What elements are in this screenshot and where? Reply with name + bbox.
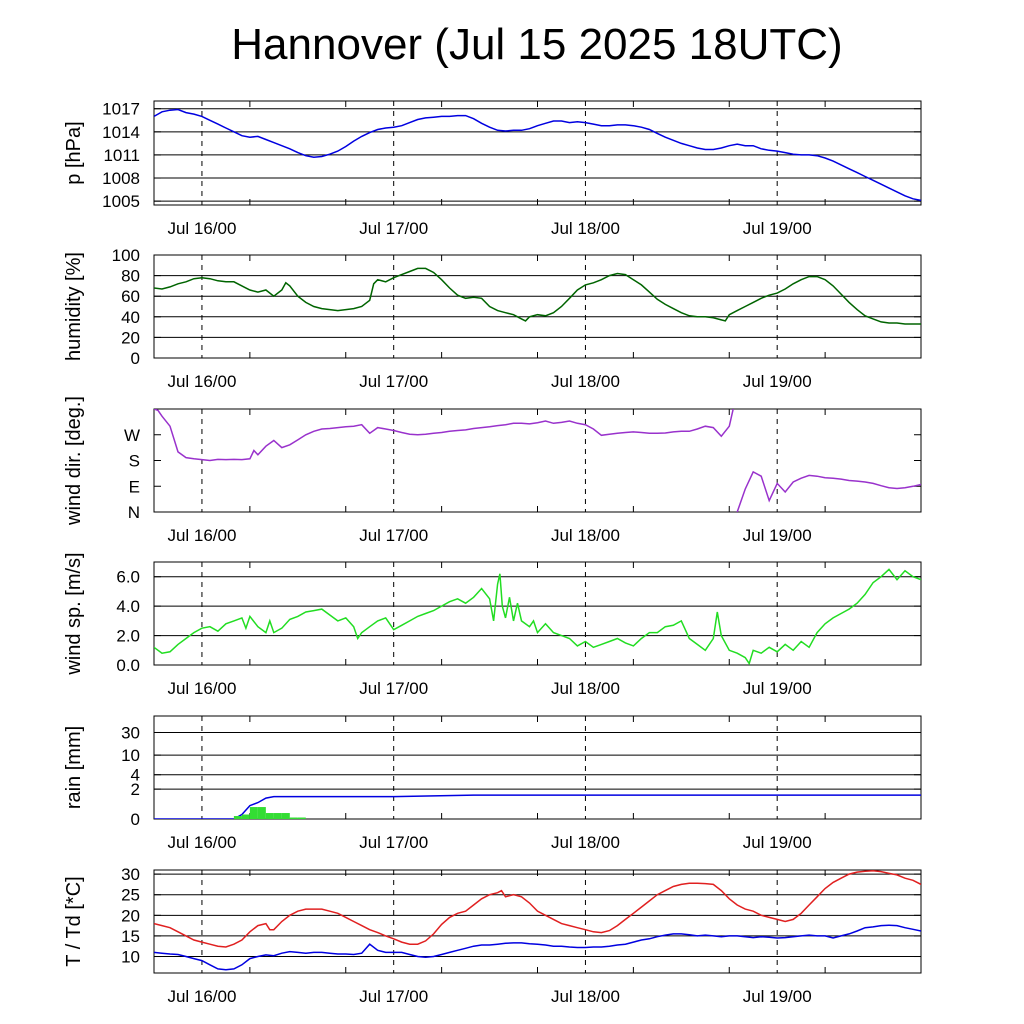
series-line-2 xyxy=(154,924,921,971)
y-tick-label: 15 xyxy=(121,927,140,946)
y-tick-label: 2 xyxy=(131,780,140,799)
y-axis-label: wind sp. [m/s] xyxy=(63,552,85,675)
chart-title: Hannover (Jul 15 2025 18UTC) xyxy=(231,20,843,69)
x-tick-label: Jul 19/00 xyxy=(743,987,812,1006)
x-tick-label: Jul 16/00 xyxy=(167,219,236,238)
x-tick-label: Jul 16/00 xyxy=(167,679,236,698)
y-tick-label: 20 xyxy=(121,328,140,347)
x-tick-label: Jul 19/00 xyxy=(743,372,812,391)
y-tick-label: 0 xyxy=(131,810,140,829)
y-tick-label: 10 xyxy=(121,746,140,765)
rain-bar xyxy=(265,813,274,819)
x-tick-label: Jul 18/00 xyxy=(551,679,620,698)
y-axis-label: p [hPa] xyxy=(63,121,85,184)
y-axis-label: wind dir. [deg.] xyxy=(63,396,85,526)
x-tick-label: Jul 19/00 xyxy=(743,833,812,852)
y-tick-label: 1008 xyxy=(102,169,140,188)
y-tick-label: E xyxy=(129,477,140,496)
y-tick-label: 0 xyxy=(131,349,140,368)
y-tick-label: 30 xyxy=(121,723,140,742)
y-tick-label: 1005 xyxy=(102,192,140,211)
series-line-1 xyxy=(154,409,734,462)
y-axis-label: humidity [%] xyxy=(63,252,85,361)
y-tick-label: 4 xyxy=(131,766,140,785)
y-tick-label: N xyxy=(128,503,140,522)
y-tick-label: 4.0 xyxy=(116,597,140,616)
y-axis-label: T / Td [*C] xyxy=(63,876,85,966)
x-tick-label: Jul 16/00 xyxy=(167,526,236,545)
y-tick-label: 80 xyxy=(121,267,140,286)
x-tick-label: Jul 18/00 xyxy=(551,833,620,852)
x-tick-label: Jul 18/00 xyxy=(551,987,620,1006)
x-tick-label: Jul 18/00 xyxy=(551,526,620,545)
series-line-1 xyxy=(736,470,921,512)
x-tick-label: Jul 17/00 xyxy=(359,679,428,698)
x-tick-label: Jul 17/00 xyxy=(359,833,428,852)
y-tick-label: 1017 xyxy=(102,100,140,119)
panel-4: 0.0 2.0 4.0 6.0 Jul 16/00 Jul 17/00 Jul 18/00 J… xyxy=(63,552,922,698)
rain-bar xyxy=(297,817,306,819)
x-tick-label: Jul 17/00 xyxy=(359,219,428,238)
x-tick-label: Jul 17/00 xyxy=(359,987,428,1006)
rain-bar xyxy=(273,813,282,819)
y-tick-label: 6.0 xyxy=(116,568,140,587)
rain-bar xyxy=(281,813,290,819)
y-tick-label: 2.0 xyxy=(116,627,140,646)
panel-frame xyxy=(153,869,922,974)
rain-bar xyxy=(233,816,242,819)
y-tick-label: 100 xyxy=(112,246,140,265)
x-tick-label: Jul 18/00 xyxy=(551,219,620,238)
y-tick-label: 60 xyxy=(121,287,140,306)
x-tick-label: Jul 17/00 xyxy=(359,372,428,391)
rain-bar xyxy=(249,807,258,819)
x-tick-label: Jul 18/00 xyxy=(551,372,620,391)
panel-frame xyxy=(153,100,922,206)
y-tick-label: 20 xyxy=(121,906,140,925)
x-tick-label: Jul 17/00 xyxy=(359,526,428,545)
y-tick-label: 1011 xyxy=(103,146,140,165)
x-tick-label: Jul 16/00 xyxy=(167,987,236,1006)
x-tick-label: Jul 16/00 xyxy=(167,372,236,391)
panel-frame xyxy=(153,408,922,513)
panel-frame xyxy=(153,715,922,820)
y-tick-label: W xyxy=(124,426,140,445)
series-line-1 xyxy=(154,568,921,665)
panel-frame xyxy=(153,254,922,359)
rain-bar xyxy=(257,807,266,819)
x-tick-label: Jul 19/00 xyxy=(743,679,812,698)
rain-bar xyxy=(289,817,298,819)
y-tick-label: 25 xyxy=(121,886,140,905)
rain-bar xyxy=(241,814,250,819)
y-tick-label: 30 xyxy=(121,865,140,884)
x-tick-label: Jul 16/00 xyxy=(167,833,236,852)
series-line-1 xyxy=(154,870,921,948)
x-tick-label: Jul 19/00 xyxy=(743,219,812,238)
panel-1: 1005 1008 1011 1014 1017 Jul 16/00 Jul 17/00 Ju… xyxy=(63,100,922,238)
y-tick-label: 0.0 xyxy=(116,656,140,675)
y-axis-label: rain [mm] xyxy=(63,726,85,809)
panel-6: 10 15 2025 30 Jul 16/00 Jul 17/00 Jul 18/00 Jul… xyxy=(63,865,922,1006)
panel-frame xyxy=(153,561,922,666)
y-tick-label: 10 xyxy=(121,948,140,967)
series-line-1 xyxy=(154,108,921,202)
x-tick-label: Jul 19/00 xyxy=(743,526,812,545)
y-tick-label: 40 xyxy=(121,308,140,327)
y-tick-label: S xyxy=(129,452,140,471)
y-tick-label: 1014 xyxy=(102,123,140,142)
series-line-1 xyxy=(154,267,921,325)
